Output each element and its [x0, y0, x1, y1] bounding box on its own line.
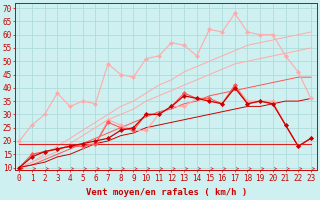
X-axis label: Vent moyen/en rafales ( km/h ): Vent moyen/en rafales ( km/h )	[86, 188, 247, 197]
